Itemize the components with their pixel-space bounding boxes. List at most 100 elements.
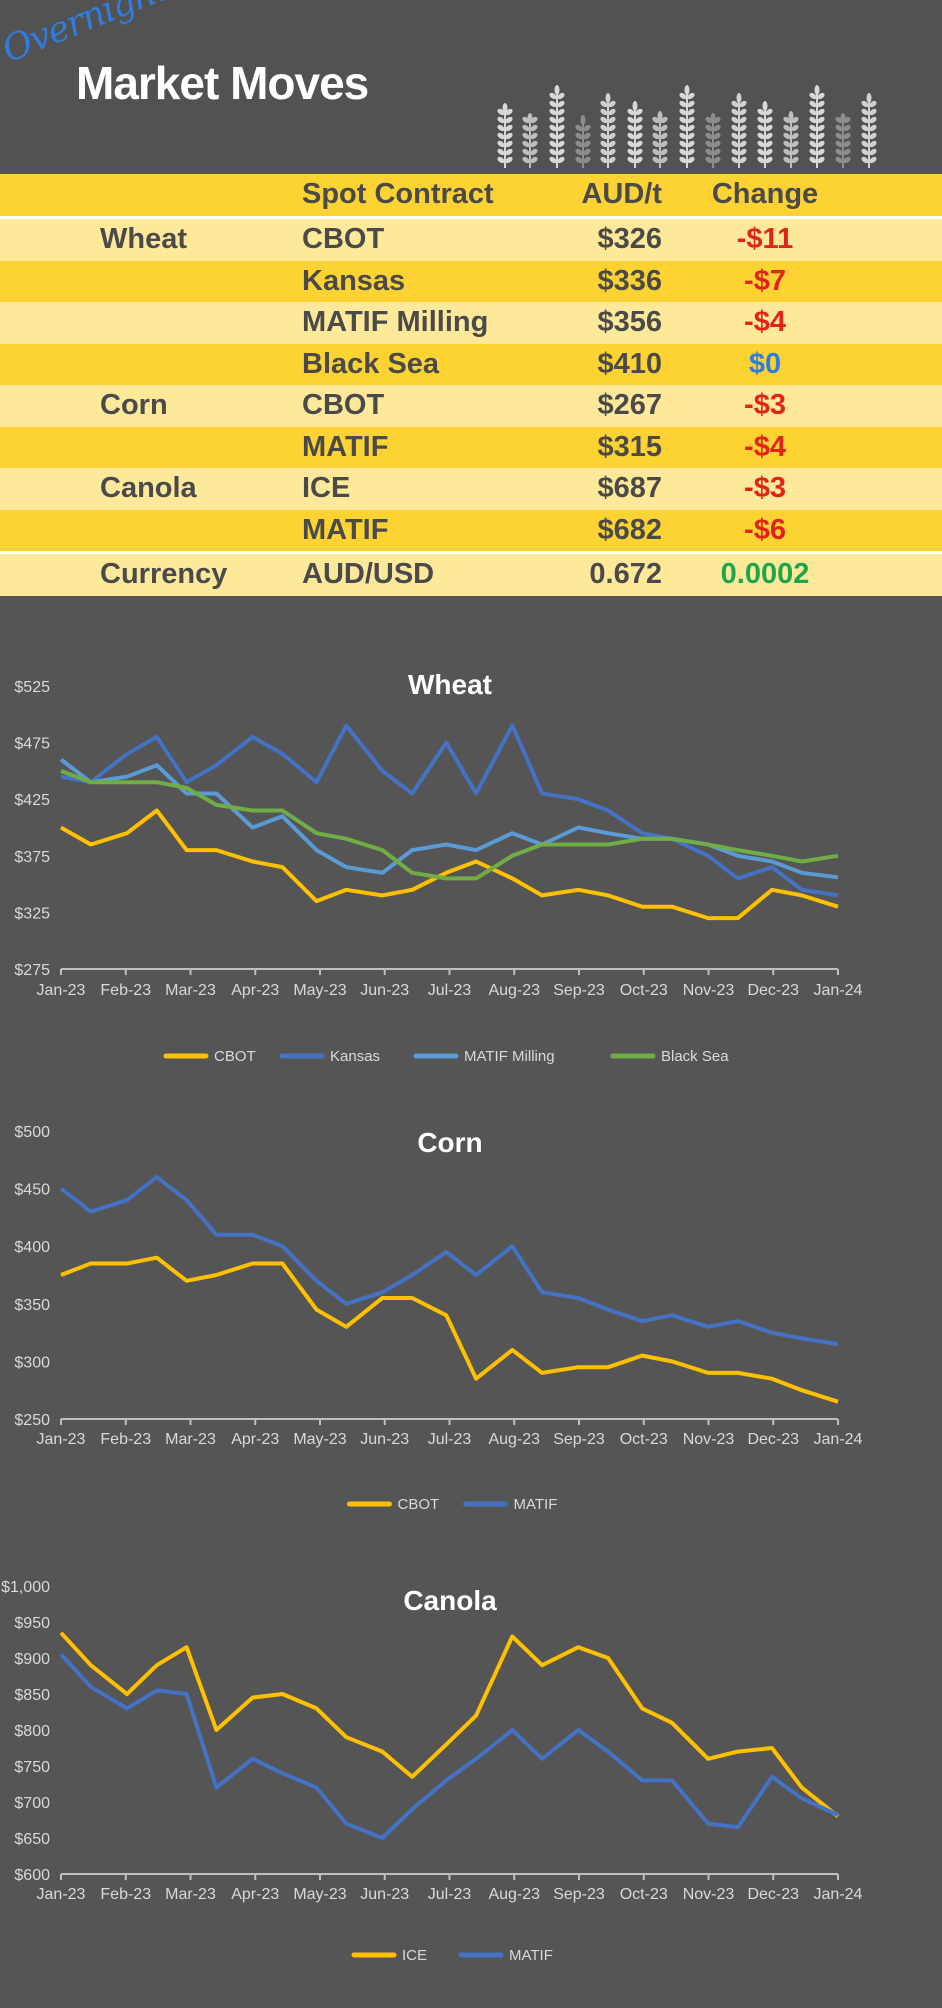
x-tick-label: Dec-23 [747, 1886, 799, 1903]
series-line-ice [59, 1631, 840, 1818]
x-tick-label: Jul-23 [428, 1886, 472, 1903]
y-tick-label: $325 [14, 905, 50, 922]
x-tick-label: Dec-23 [747, 1431, 799, 1448]
table-row: MATIF Milling $356 -$4 [0, 302, 942, 344]
change-cell: -$6 [744, 513, 786, 546]
wheat-ear-icon [783, 111, 799, 168]
series-line-cbot [60, 808, 839, 921]
wheat-ear-icon [600, 93, 616, 168]
contract-cell: MATIF [302, 513, 389, 546]
price-cell: $267 [597, 389, 662, 421]
price-cell: 0.672 [589, 558, 662, 590]
x-tick-label: Apr-23 [231, 1886, 279, 1903]
commodity-cell: Canola [100, 472, 197, 504]
x-tick-label: Aug-23 [488, 1431, 540, 1448]
canola-chart: Canola $600 $650 $700 $750 $800 $850 $900 $950 $1… [0, 1540, 942, 2003]
change-cell: -$3 [744, 389, 786, 421]
x-tick-label: Jun-23 [360, 982, 409, 999]
x-tick-label: May-23 [293, 1431, 346, 1448]
legend-item: MATIF [458, 1947, 553, 1964]
y-tick-label: $950 [14, 1615, 50, 1632]
series-line-kansas [60, 723, 839, 898]
table-row: MATIF $315 -$4 [0, 426, 942, 468]
legend-item: CBOT [163, 1048, 256, 1065]
table-row: Black Sea $410 $0 [0, 343, 942, 385]
x-tick-label: Apr-23 [231, 982, 279, 999]
x-tick-label: Mar-23 [165, 1431, 216, 1448]
legend-item: Black Sea [610, 1048, 729, 1065]
x-tick-label: Nov-23 [683, 982, 735, 999]
legend-label: MATIF [514, 1496, 558, 1513]
table-row: Currency AUD/USD 0.672 0.0002 [0, 551, 942, 596]
contract-cell: MATIF Milling [302, 306, 489, 338]
legend-item: CBOT [347, 1496, 439, 1513]
x-tick-label: Oct-23 [620, 1431, 668, 1448]
y-tick-label: $375 [14, 849, 50, 866]
x-tick-label: Jan-23 [37, 1431, 86, 1448]
x-tick-label: Jan-23 [37, 982, 86, 999]
x-tick-label: Nov-23 [683, 1886, 735, 1903]
contract-cell: CBOT [302, 389, 385, 421]
legend-item: Kansas [279, 1048, 380, 1065]
change-cell: 0.0002 [720, 558, 810, 590]
commodity-cell: Wheat [100, 223, 187, 255]
wheat-ear-icon [679, 85, 695, 168]
y-tick-label: $425 [14, 792, 50, 809]
wheat-ear-icon [731, 93, 747, 168]
change-cell: $0 [748, 347, 782, 380]
legend-label: CBOT [214, 1048, 256, 1065]
header-change: Change [711, 178, 819, 210]
wheat-ear-icon [652, 111, 668, 168]
y-tick-label: $300 [14, 1354, 50, 1371]
wheat-ear-icon [575, 115, 591, 168]
x-tick-label: Sep-23 [553, 1886, 605, 1903]
wheat-ear-icon [809, 85, 825, 168]
table-row: Corn CBOT $267 -$3 [0, 385, 942, 427]
change-cell: -$3 [744, 472, 786, 504]
legend-label: Kansas [330, 1048, 380, 1065]
x-tick-label: Jan-24 [814, 1886, 863, 1903]
x-tick-label: Oct-23 [620, 1886, 668, 1903]
series-line-matif-milling [59, 758, 839, 880]
contract-cell: ICE [302, 472, 351, 504]
commodity-cell: Corn [100, 389, 168, 421]
header-banner: Overnight Market Moves [0, 0, 942, 168]
price-cell: $687 [597, 472, 662, 504]
y-tick-label: $400 [14, 1239, 50, 1256]
legend-label: ICE [402, 1947, 427, 1964]
commodity-cell: Currency [100, 558, 228, 590]
series-line-matif [59, 1653, 839, 1840]
change-cell: -$7 [744, 264, 786, 297]
header-aud-t: AUD/t [581, 178, 662, 210]
x-tick-label: Sep-23 [553, 1431, 605, 1448]
contract-cell: Black Sea [302, 347, 440, 380]
series-line-black-sea [60, 769, 839, 881]
x-tick-label: Jun-23 [360, 1886, 409, 1903]
table-row: MATIF $682 -$6 [0, 509, 942, 551]
y-tick-label: $350 [14, 1297, 50, 1314]
page-title: Market Moves [76, 57, 369, 109]
wheat-ear-icon [861, 93, 877, 168]
price-cell: $356 [597, 306, 662, 338]
legend-item: MATIF Milling [413, 1048, 555, 1065]
x-tick-label: May-23 [293, 982, 346, 999]
y-tick-label: $750 [14, 1759, 50, 1776]
corn-chart: Corn $250 $300 $350 $400 $450 $500 Jan-23 Feb-23… [0, 1080, 942, 1540]
legend-label: MATIF Milling [464, 1048, 555, 1065]
change-cell: -$4 [744, 430, 786, 463]
y-tick-label: $475 [14, 736, 50, 753]
legend-item: MATIF [463, 1496, 558, 1513]
x-tick-label: Sep-23 [553, 982, 605, 999]
y-tick-label: $850 [14, 1687, 50, 1704]
table-row: Kansas $336 -$7 [0, 260, 942, 302]
x-tick-label: Apr-23 [231, 1431, 279, 1448]
table-row: Canola ICE $687 -$3 [0, 468, 942, 510]
series-line-cbot [60, 1255, 839, 1404]
wheat-ear-icon [835, 113, 851, 168]
wheat-ear-icon [522, 113, 538, 168]
change-cell: -$11 [736, 223, 794, 255]
x-tick-label: Jan-24 [814, 1431, 863, 1448]
contract-cell: AUD/USD [302, 558, 435, 590]
x-tick-label: Feb-23 [100, 1886, 151, 1903]
x-tick-label: Feb-23 [100, 982, 151, 999]
